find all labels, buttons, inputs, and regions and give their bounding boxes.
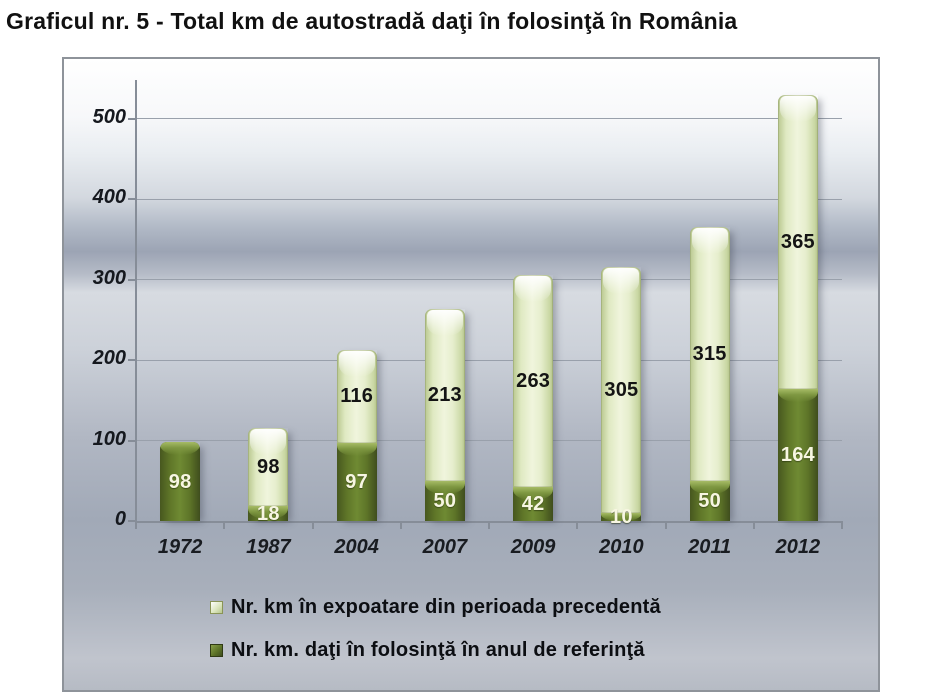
gridline — [137, 279, 842, 280]
chart-title: Graficul nr. 5 - Total km de autostradă … — [6, 8, 738, 34]
bar-stack-2012 — [777, 95, 818, 521]
gridline — [137, 198, 842, 200]
bar-shine — [424, 480, 465, 494]
bar-value-label: 50 — [433, 489, 457, 512]
bar-shine — [691, 228, 728, 255]
x-axis-category-label: 2009 — [510, 536, 556, 558]
x-axis-category-label: 2011 — [688, 536, 732, 558]
bar-shine — [515, 276, 552, 303]
dark-bar-segment — [248, 506, 289, 521]
legend-label: Nr. km. daţi în folosinţă în anul de ref… — [231, 639, 645, 661]
bar-shine — [248, 506, 289, 520]
legend-item-previous-period: Nr. km în expoatare din perioada precede… — [210, 596, 661, 619]
bar-shine — [338, 350, 375, 377]
light-bar-segment — [601, 267, 642, 513]
x-axis-category-label: 1972 — [157, 536, 203, 558]
bar-stack-2009 — [513, 275, 554, 521]
x-axis-category-label: 2012 — [775, 536, 821, 558]
dark-bar-segment — [513, 487, 554, 521]
y-axis-label: 400 — [92, 186, 126, 208]
bar-value-label: 50 — [698, 489, 721, 512]
bar-shine — [250, 428, 287, 455]
bar-value-label: 98 — [257, 456, 280, 479]
y-axis-tick — [128, 359, 136, 361]
y-axis-label: 100 — [92, 427, 126, 450]
gridline — [137, 440, 842, 441]
legend-swatch-light-green — [210, 601, 223, 614]
bar-stack-2007 — [424, 309, 465, 521]
x-axis-category-label: 2007 — [422, 536, 468, 558]
y-axis-tick — [128, 117, 136, 120]
bar-value-label: 315 — [692, 342, 727, 365]
x-axis-tick — [664, 523, 667, 529]
bar-shine — [603, 268, 640, 295]
bar-value-label: 116 — [340, 385, 374, 408]
bar-stack-2011 — [689, 227, 730, 521]
bar-shine — [160, 442, 201, 456]
light-bar-segment — [424, 309, 465, 481]
dark-bar-segment — [336, 442, 377, 521]
bar-stack-2004 — [336, 349, 377, 521]
y-axis-label: 0 — [114, 508, 126, 530]
light-bar-segment — [513, 275, 554, 488]
legend-item-reference-year: Nr. km. daţi în folosinţă în anul de ref… — [210, 639, 645, 662]
bar-value-label: 97 — [345, 470, 368, 493]
y-axis-tick — [128, 278, 136, 281]
gridline — [137, 118, 842, 119]
x-axis-tick — [223, 523, 226, 529]
y-axis-tick — [128, 520, 136, 522]
x-axis-tick — [311, 523, 314, 529]
x-axis-category-label: 2004 — [334, 536, 379, 558]
gridline — [137, 359, 842, 361]
x-axis-category-label: 1987 — [246, 536, 291, 558]
x-axis-category-label: 2010 — [599, 536, 644, 558]
y-axis-label: 300 — [92, 266, 126, 289]
bar-shine — [779, 96, 816, 123]
bar-value-label: 98 — [168, 470, 192, 493]
bar-value-label: 10 — [610, 505, 633, 528]
bar-shine — [689, 480, 730, 494]
dark-bar-segment — [601, 512, 642, 521]
y-axis-label: 200 — [92, 347, 126, 369]
x-axis-tick — [135, 523, 137, 529]
legend-label: Nr. km în expoatare din perioada precede… — [231, 596, 661, 618]
bar-value-label: 18 — [257, 502, 280, 525]
bar-stack-1987 — [248, 427, 289, 521]
x-axis-tick — [752, 523, 755, 529]
y-axis-tick — [128, 439, 136, 442]
bar-shine — [426, 310, 463, 337]
x-axis-tick — [576, 523, 579, 529]
bar-value-label: 365 — [780, 231, 815, 254]
y-axis-line — [135, 80, 137, 523]
light-bar-segment — [248, 427, 289, 507]
chart-frame: 0 100 200 300 400 500 98 1972 18 98 1987 97 116 2004 5… — [62, 57, 880, 692]
x-axis-tick — [841, 523, 843, 529]
plot-area: 0 100 200 300 400 500 98 1972 18 98 1987 97 116 2004 5… — [64, 59, 878, 690]
light-bar-segment — [336, 349, 377, 443]
y-axis-tick — [128, 198, 136, 200]
bar-value-label: 213 — [427, 384, 462, 407]
bar-shine — [513, 487, 554, 501]
dark-bar-segment — [424, 480, 465, 521]
x-axis-tick — [488, 523, 490, 529]
light-bar-segment — [689, 227, 730, 481]
dark-bar-segment — [689, 480, 730, 521]
bar-value-label: 263 — [516, 370, 551, 393]
x-axis-tick — [399, 523, 402, 529]
bar-value-label: 305 — [604, 379, 639, 402]
y-axis-label: 500 — [92, 105, 126, 128]
bar-shine — [336, 442, 377, 456]
bar-shine — [601, 512, 642, 521]
bar-value-label: 42 — [521, 493, 545, 516]
dark-bar-segment — [777, 388, 818, 521]
bar-shine — [777, 388, 818, 402]
bar-stack-1972 — [160, 442, 201, 521]
dark-bar-segment — [160, 442, 201, 521]
light-bar-segment — [777, 95, 818, 389]
bar-stack-2010 — [601, 267, 642, 521]
legend-swatch-dark-green — [210, 644, 223, 657]
x-axis-line — [135, 521, 843, 523]
bar-value-label: 164 — [780, 443, 815, 466]
